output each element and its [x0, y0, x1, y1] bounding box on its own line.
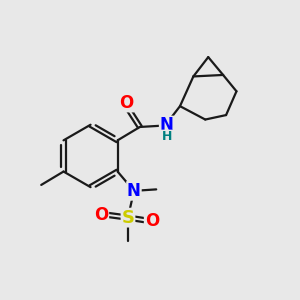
Text: O: O	[94, 206, 108, 224]
Text: N: N	[160, 116, 174, 134]
Text: O: O	[119, 94, 134, 112]
Text: N: N	[127, 182, 141, 200]
Text: O: O	[145, 212, 159, 230]
Text: H: H	[161, 130, 172, 143]
Text: S: S	[122, 208, 134, 226]
